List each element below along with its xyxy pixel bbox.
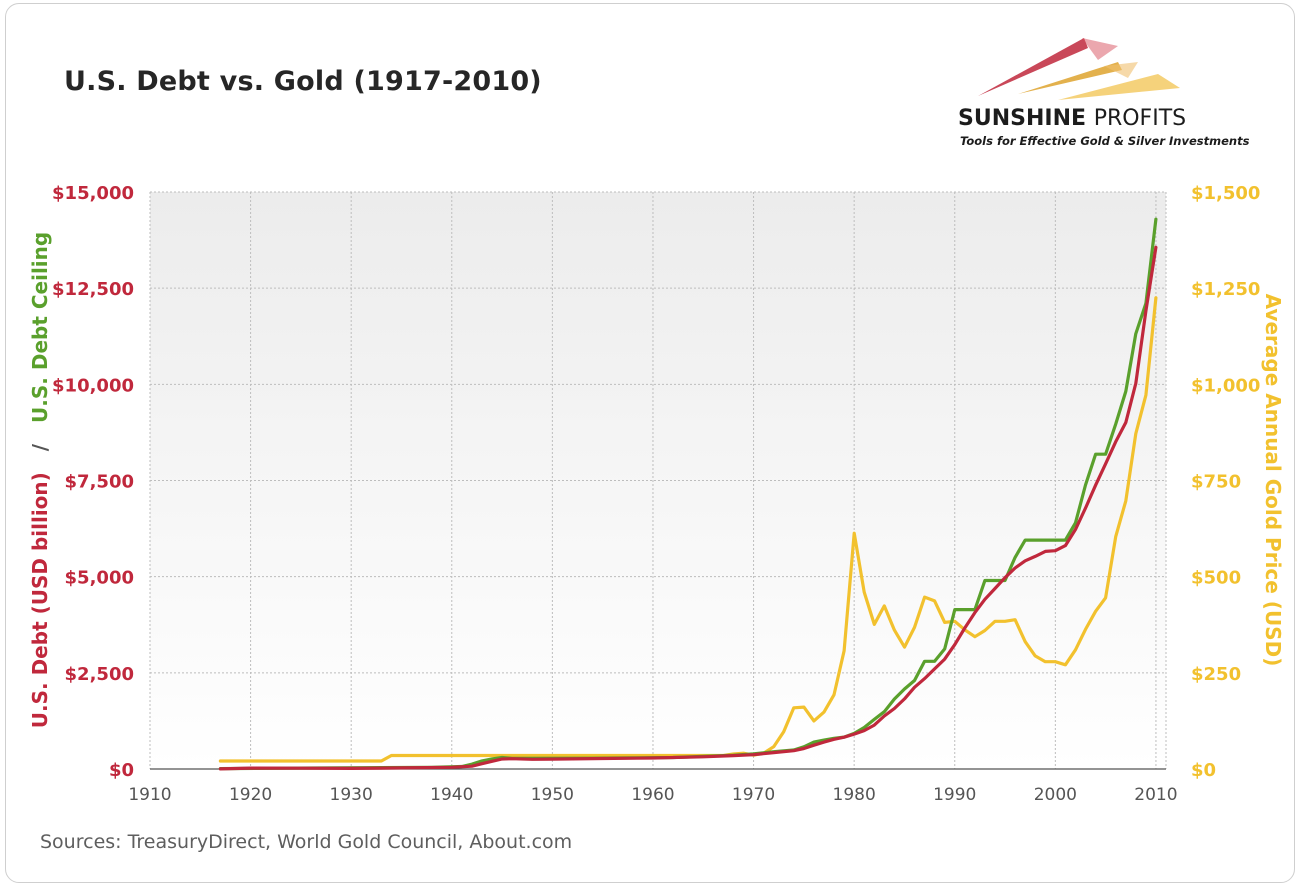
left-axis-title: U.S. Debt (USD billion) / U.S. Debt Ceil… (28, 232, 52, 728)
left-tick-label: $15,000 (52, 183, 134, 204)
gold-price-line (218, 296, 1158, 763)
x-tick-label: 1910 (128, 785, 171, 805)
x-tick-label: 1990 (933, 785, 976, 805)
left-axis-ticks: $0 $2,500 $5,000 $7,500 $10,000 $12,500 $15,00… (52, 183, 134, 781)
source-note: Sources: TreasuryDirect, World Gold Coun… (40, 831, 573, 853)
left-tick-label: $0 (109, 760, 134, 781)
left-axis-title-separator: / (28, 443, 52, 451)
logo-tagline: Tools for Effective Gold & Silver Invest… (960, 134, 1250, 148)
sun-rays-icon (978, 38, 1180, 100)
x-tick-label: 2000 (1034, 785, 1077, 805)
x-tick-label: 1930 (330, 785, 373, 805)
right-axis-ticks: $0 $250 $500 $750 $1,000 $1,250 $1,500 (1191, 183, 1260, 781)
right-tick-label: $750 (1191, 472, 1241, 493)
logo-wordmark: SUNSHINE PROFITS (958, 106, 1186, 131)
right-tick-label: $1,000 (1191, 375, 1260, 396)
left-tick-label: $2,500 (65, 664, 134, 685)
x-tick-label: 1960 (631, 785, 674, 805)
left-tick-label: $5,000 (65, 568, 134, 589)
left-tick-label: $12,500 (52, 279, 134, 300)
debt-line (218, 245, 1158, 771)
right-tick-label: $1,500 (1191, 183, 1260, 204)
right-tick-label: $1,250 (1191, 279, 1260, 300)
left-axis-title-debt: U.S. Debt (USD billion) (28, 472, 52, 728)
x-tick-label: 1940 (430, 785, 473, 805)
right-tick-label: $250 (1191, 664, 1241, 685)
chart-title: U.S. Debt vs. Gold (1917-2010) (64, 66, 542, 97)
sunshine-profits-logo: SUNSHINE PROFITS Tools for Effective Gol… (958, 30, 1249, 150)
left-tick-label: $10,000 (52, 375, 134, 396)
logo-name-bold: SUNSHINE (958, 106, 1087, 131)
x-axis-ticks: 1910 1920 1930 1940 1950 1960 1970 1980 1990 2000… (128, 785, 1177, 805)
right-tick-label: $0 (1191, 760, 1216, 781)
x-tick-label: 2010 (1134, 785, 1177, 805)
logo-name-rest: PROFITS (1093, 106, 1187, 131)
gridlines (149, 191, 1167, 770)
right-tick-label: $500 (1191, 568, 1241, 589)
series-lines (218, 217, 1158, 771)
x-tick-label: 1970 (732, 785, 775, 805)
right-axis-title: Average Annual Gold Price (USD) (1261, 294, 1285, 667)
x-tick-label: 1950 (531, 785, 574, 805)
left-axis-title-ceiling: U.S. Debt Ceiling (28, 232, 52, 423)
x-tick-label: 1980 (833, 785, 876, 805)
left-tick-label: $7,500 (65, 472, 134, 493)
x-tick-label: 1920 (229, 785, 272, 805)
